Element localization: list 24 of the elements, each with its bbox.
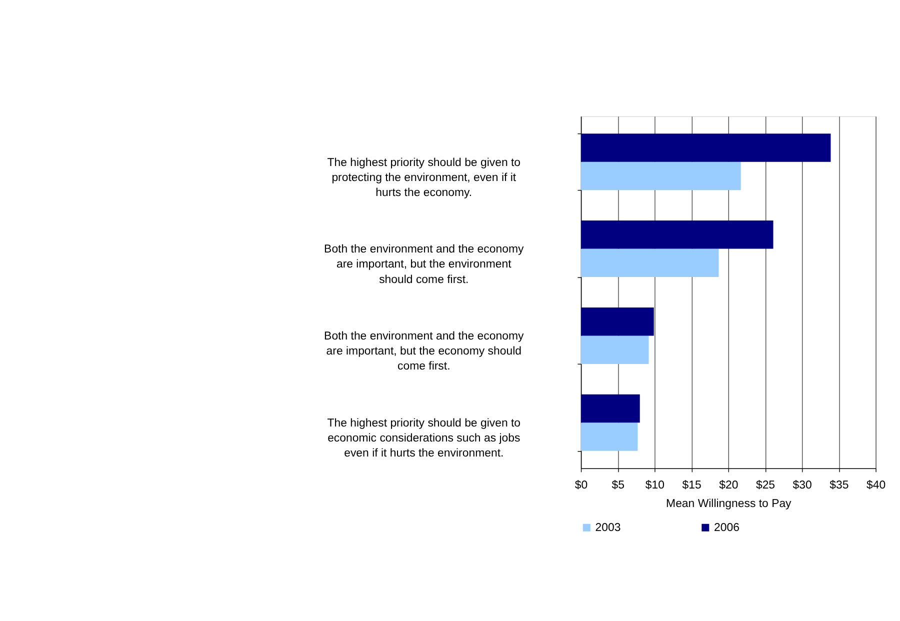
- x-tick-label: $5: [612, 480, 624, 492]
- bar: [580, 422, 638, 451]
- legend-label: 2006: [714, 522, 740, 534]
- bar: [580, 336, 649, 364]
- bar: [580, 307, 654, 336]
- bar: [580, 394, 640, 423]
- y-tick-label: Both the environment and the economy are important, but the economy should come first.: [324, 330, 524, 373]
- y-tick-label: The highest priority should be given to protecting the environment, even if it hurts the economy.: [327, 156, 521, 199]
- y-tick-label: The highest priority should be given to economic considerations such as jobs even if it hurts the environment.: [327, 418, 521, 460]
- legend-label: 2003: [595, 522, 621, 534]
- bar: [580, 248, 719, 278]
- bar: [580, 220, 774, 249]
- x-tick-label: $20: [719, 480, 738, 492]
- x-tick-label: $35: [830, 480, 849, 492]
- bar: [580, 134, 831, 162]
- x-tick-label: $30: [792, 480, 812, 492]
- x-tick-label: $0: [574, 480, 588, 492]
- x-tick-label: $25: [756, 480, 776, 492]
- y-tick-label: Both the environment and the economy are important, but the environment should come first.: [324, 244, 524, 286]
- bar: [580, 162, 741, 190]
- x-tick-label: $15: [682, 480, 702, 492]
- x-tick-label: $40: [866, 480, 886, 492]
- x-tick-label: $10: [645, 480, 665, 492]
- x-axis-title: Mean Willingness to Pay: [666, 498, 792, 510]
